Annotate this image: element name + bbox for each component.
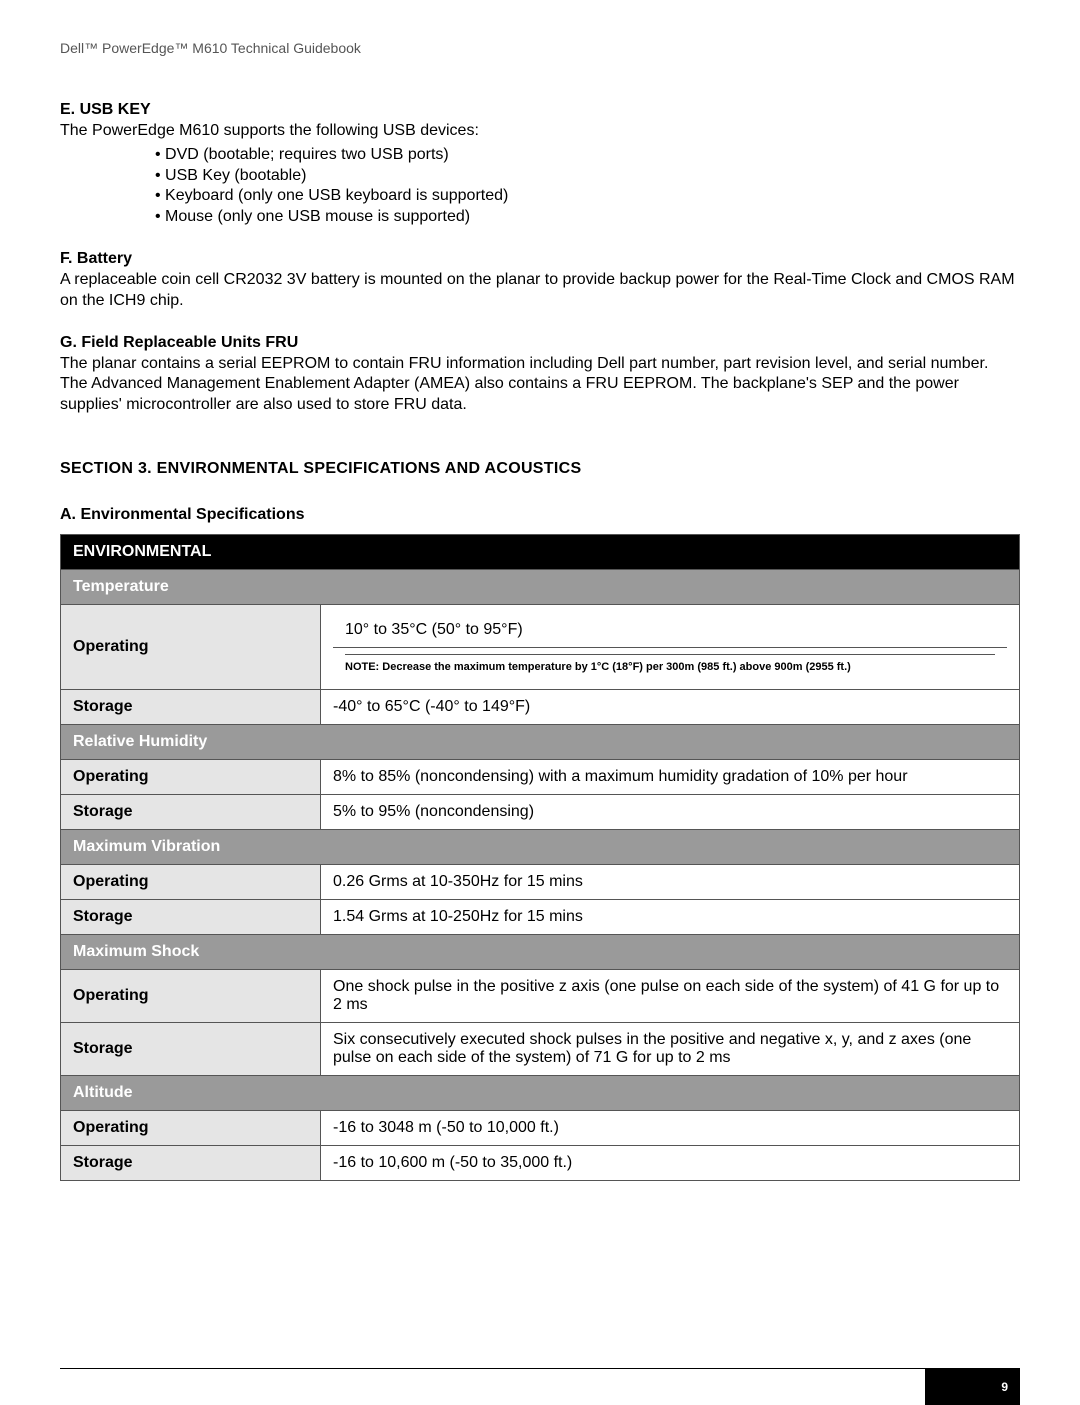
cell-value: -16 to 3048 m (-50 to 10,000 ft.) xyxy=(321,1110,1020,1145)
list-item: Mouse (only one USB mouse is supported) xyxy=(155,207,1020,228)
temp-operating-value: 10° to 35°C (50° to 95°F) xyxy=(333,613,1007,647)
cell-label: Storage xyxy=(61,1145,321,1180)
cell-value: 8% to 85% (noncondensing) with a maximum… xyxy=(321,759,1020,794)
cell-value: One shock pulse in the positive z axis (… xyxy=(321,969,1020,1022)
list-item: DVD (bootable; requires two USB ports) xyxy=(155,145,1020,166)
cell-label: Storage xyxy=(61,899,321,934)
battery-heading: F. Battery xyxy=(60,250,1020,268)
usb-list: DVD (bootable; requires two USB ports) U… xyxy=(155,145,1020,228)
cell-label: Operating xyxy=(61,864,321,899)
cell-label: Operating xyxy=(61,969,321,1022)
page-number: 9 xyxy=(925,1369,1020,1405)
cell-value: 0.26 Grms at 10-350Hz for 15 mins xyxy=(321,864,1020,899)
doc-header: Dell™ PowerEdge™ M610 Technical Guideboo… xyxy=(60,40,1020,56)
page-footer: 9 xyxy=(60,1368,1020,1369)
list-item: Keyboard (only one USB keyboard is suppo… xyxy=(155,186,1020,207)
cell-label: Operating xyxy=(61,759,321,794)
cell-value: 10° to 35°C (50° to 95°F) NOTE: Decrease… xyxy=(321,604,1020,689)
battery-text: A replaceable coin cell CR2032 3V batter… xyxy=(60,270,1020,312)
list-item: USB Key (bootable) xyxy=(155,166,1020,187)
section-3-title: SECTION 3. ENVIRONMENTAL SPECIFICATIONS … xyxy=(60,460,1020,478)
cell-value: Six consecutively executed shock pulses … xyxy=(321,1022,1020,1075)
group-altitude: Altitude xyxy=(61,1075,1020,1110)
fru-heading: G. Field Replaceable Units FRU xyxy=(60,334,1020,352)
cell-value: -40° to 65°C (-40° to 149°F) xyxy=(321,689,1020,724)
group-temperature: Temperature xyxy=(61,569,1020,604)
group-humidity: Relative Humidity xyxy=(61,724,1020,759)
usb-intro: The PowerEdge M610 supports the followin… xyxy=(60,121,1020,142)
group-shock: Maximum Shock xyxy=(61,934,1020,969)
cell-label: Storage xyxy=(61,1022,321,1075)
cell-label: Operating xyxy=(61,604,321,689)
cell-label: Storage xyxy=(61,689,321,724)
environmental-table: Environmental Temperature Operating 10° … xyxy=(60,534,1020,1181)
cell-value: -16 to 10,600 m (-50 to 35,000 ft.) xyxy=(321,1145,1020,1180)
table-title: Environmental xyxy=(61,534,1020,569)
cell-label: Operating xyxy=(61,1110,321,1145)
temp-note: NOTE: Decrease the maximum temperature b… xyxy=(345,654,995,673)
cell-value: 5% to 95% (noncondensing) xyxy=(321,794,1020,829)
fru-text: The planar contains a serial EEPROM to c… xyxy=(60,354,1020,416)
env-spec-heading: A. Environmental Specifications xyxy=(60,506,1020,524)
cell-value: 1.54 Grms at 10-250Hz for 15 mins xyxy=(321,899,1020,934)
group-vibration: Maximum Vibration xyxy=(61,829,1020,864)
cell-label: Storage xyxy=(61,794,321,829)
usb-heading: E. USB KEY xyxy=(60,101,1020,119)
